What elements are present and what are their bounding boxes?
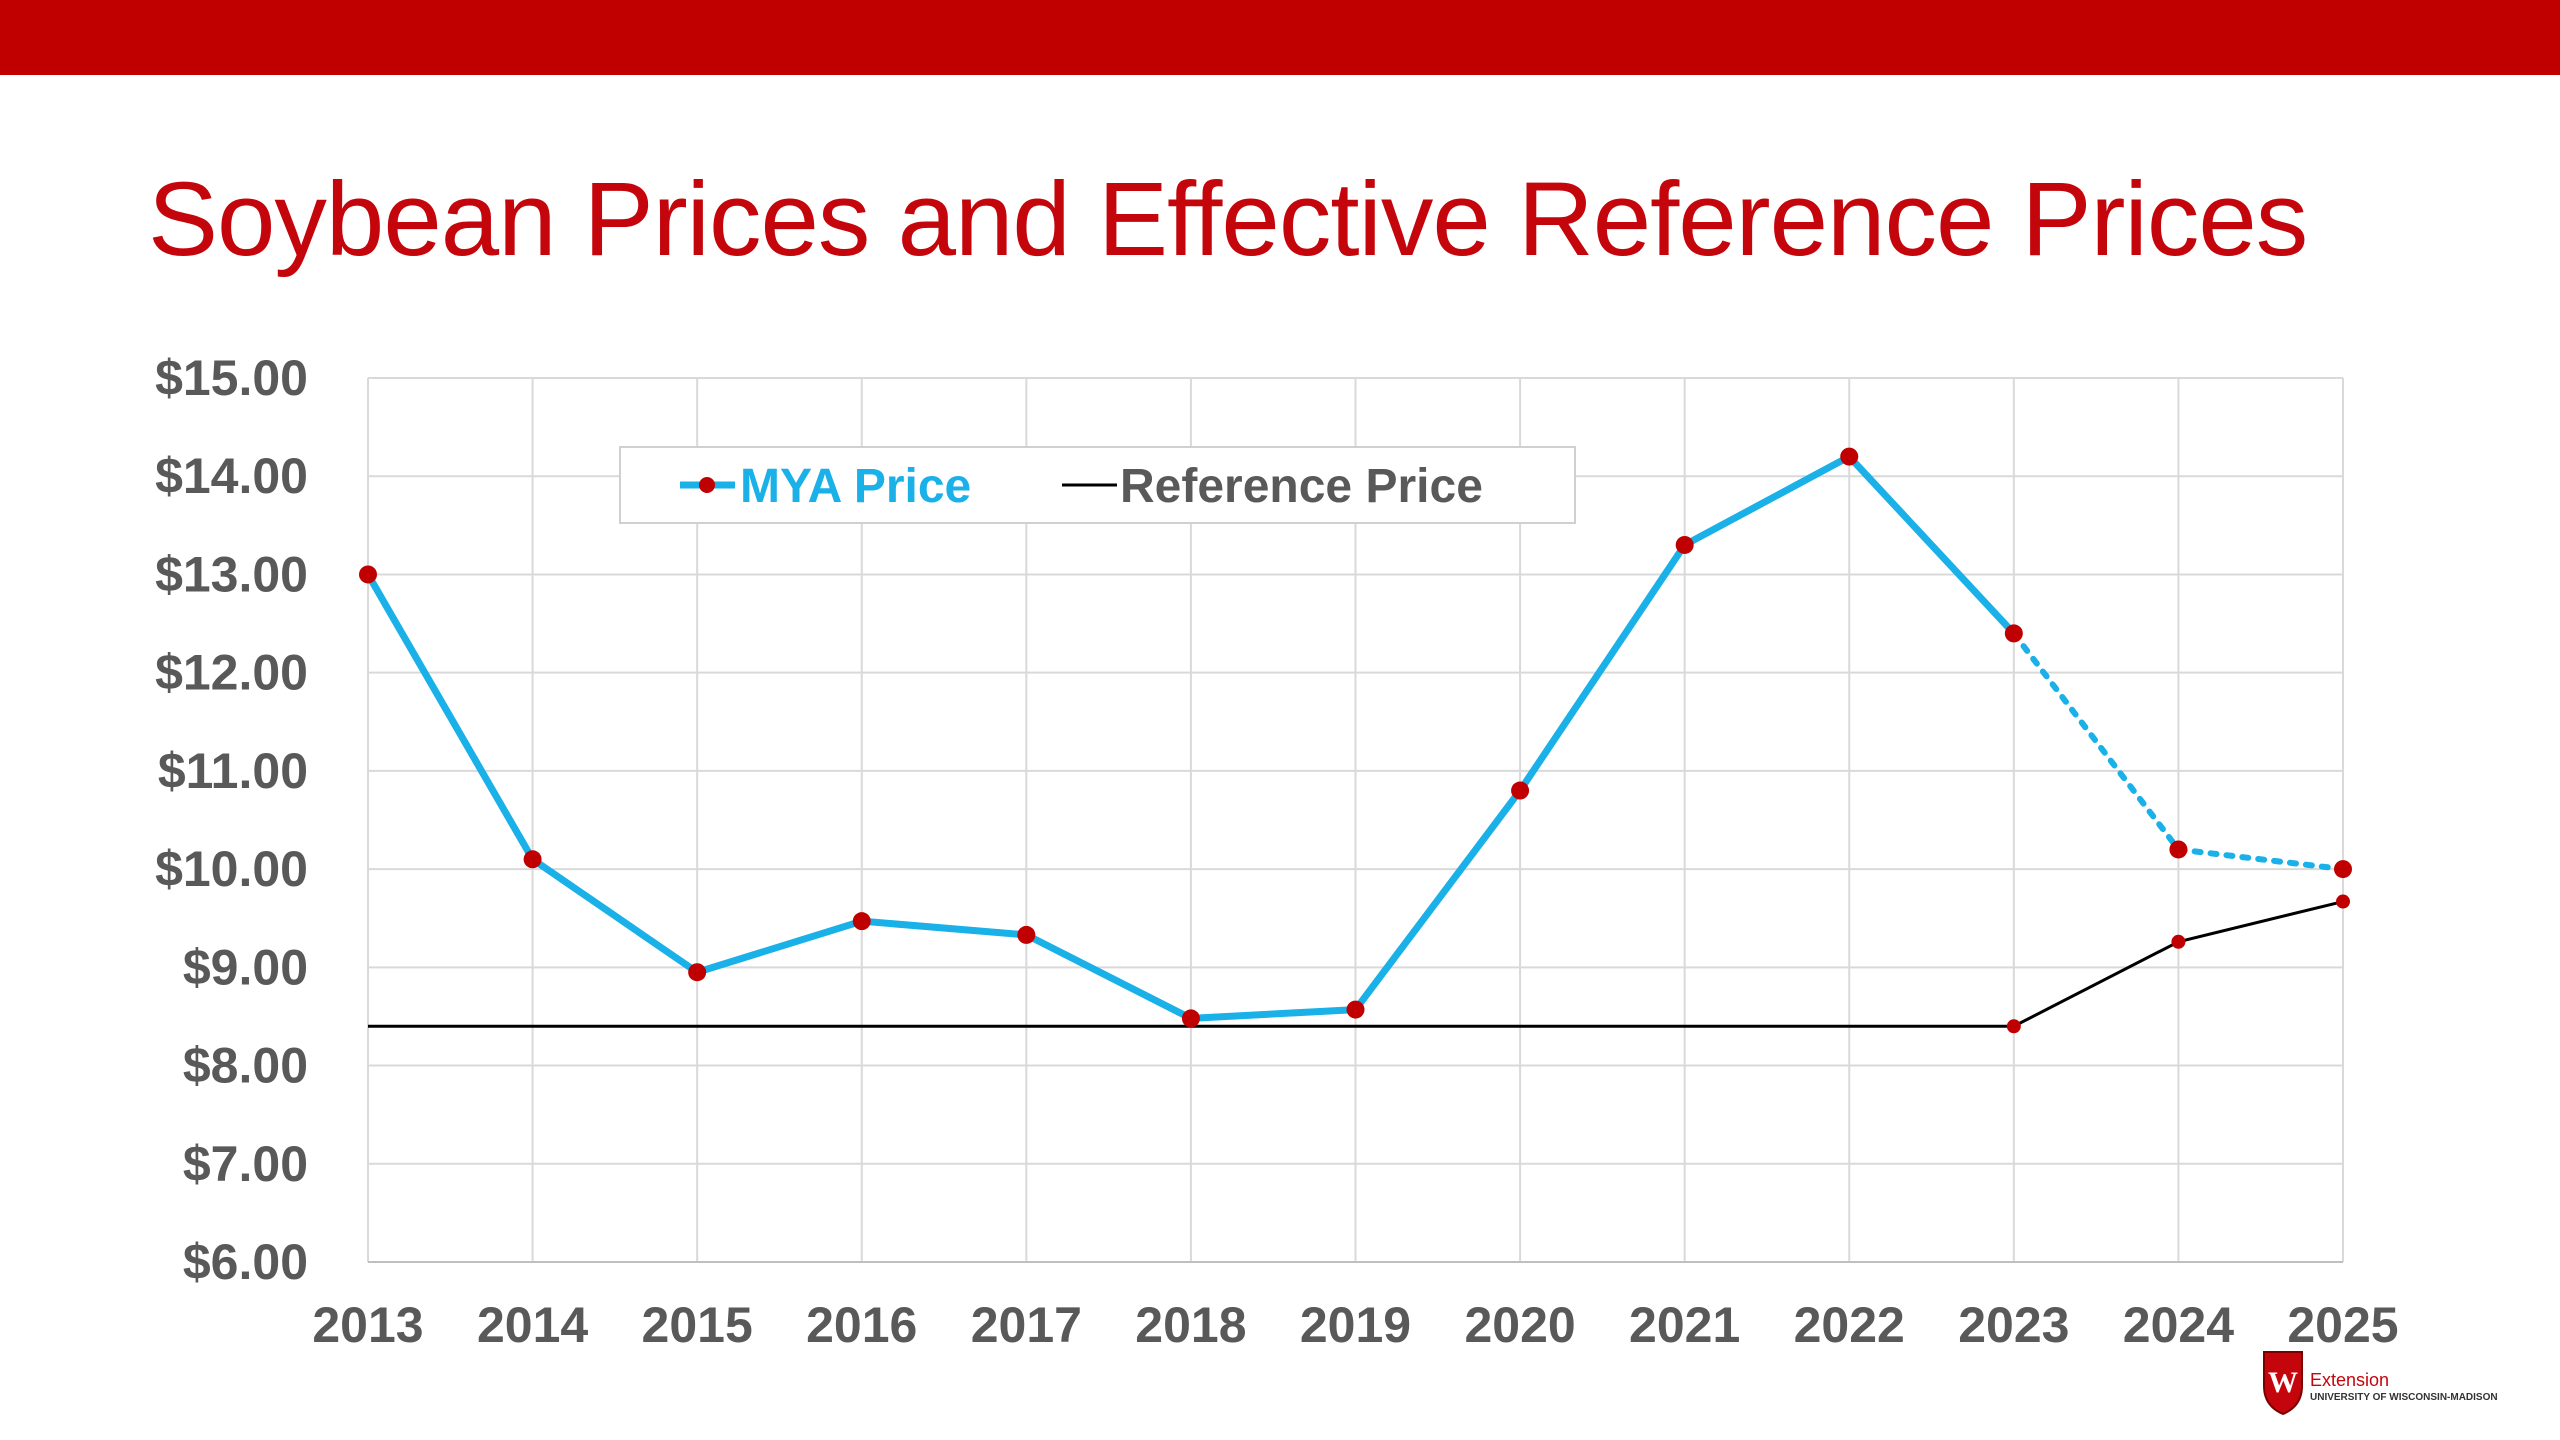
y-tick-label: $15.00 bbox=[155, 350, 308, 406]
data-point-mya-price bbox=[2334, 860, 2352, 879]
x-tick-label: 2017 bbox=[971, 1297, 1082, 1353]
y-tick-label: $8.00 bbox=[183, 1038, 308, 1094]
crest-letter: W bbox=[2268, 1366, 2298, 1399]
x-tick-label: 2014 bbox=[477, 1297, 588, 1353]
data-point-reference-price bbox=[2336, 894, 2350, 909]
y-tick-label: $11.00 bbox=[158, 743, 308, 799]
chart-legend: MYA Price Reference Price bbox=[619, 446, 1576, 524]
data-point-mya-price bbox=[1017, 925, 1036, 944]
x-tick-label: 2025 bbox=[2287, 1297, 2398, 1353]
logo-university-text: UNIVERSITY OF WISCONSIN-MADISON bbox=[2310, 1392, 2498, 1403]
legend-label-mya-price: MYA Price bbox=[740, 460, 971, 513]
x-tick-label: 2022 bbox=[1794, 1297, 1905, 1353]
legend-label-reference-price: Reference Price bbox=[1120, 460, 1483, 513]
y-tick-label: $9.00 bbox=[183, 939, 308, 995]
x-tick-label: 2015 bbox=[642, 1297, 753, 1353]
legend-box bbox=[619, 446, 1576, 524]
data-point-mya-price bbox=[1181, 1009, 1200, 1028]
legend-swatch-mya-marker bbox=[699, 477, 715, 493]
y-tick-label: $7.00 bbox=[183, 1136, 308, 1192]
x-tick-label: 2013 bbox=[312, 1297, 423, 1353]
data-point-mya-price bbox=[688, 963, 707, 982]
data-point-mya-price bbox=[2004, 624, 2023, 643]
data-point-mya-price bbox=[523, 850, 542, 869]
slide-title: Soybean Prices and Effective Reference P… bbox=[148, 161, 2308, 278]
data-point-mya-price bbox=[1346, 1000, 1365, 1019]
data-point-reference-price bbox=[2006, 1019, 2021, 1034]
extension-logo: W Extension UNIVERSITY OF WISCONSIN-MADI… bbox=[2258, 1346, 2518, 1418]
y-tick-label: $13.00 bbox=[155, 546, 308, 602]
data-point-mya-price bbox=[852, 912, 871, 931]
y-tick-label: $12.00 bbox=[155, 645, 308, 701]
uw-crest-icon: W bbox=[2263, 1351, 2303, 1416]
x-tick-label: 2018 bbox=[1135, 1297, 1246, 1353]
x-tick-label: 2019 bbox=[1300, 1297, 1411, 1353]
x-tick-label: 2021 bbox=[1629, 1297, 1740, 1353]
data-point-mya-price bbox=[1840, 447, 1859, 466]
x-tick-label: 2024 bbox=[2123, 1297, 2234, 1353]
data-point-mya-price bbox=[2169, 840, 2188, 859]
y-tick-label: $6.00 bbox=[183, 1234, 308, 1290]
x-tick-label: 2020 bbox=[1464, 1297, 1575, 1353]
data-point-reference-price bbox=[2171, 934, 2186, 949]
x-tick-label: 2023 bbox=[1958, 1297, 2069, 1353]
logo-extension-text: Extension bbox=[2310, 1370, 2390, 1390]
y-tick-label: $14.00 bbox=[155, 448, 308, 504]
data-point-mya-price bbox=[359, 565, 377, 584]
top-accent-band bbox=[0, 0, 2560, 75]
x-tick-label: 2016 bbox=[806, 1297, 917, 1353]
y-tick-label: $10.00 bbox=[155, 841, 308, 897]
data-point-mya-price bbox=[1511, 781, 1530, 800]
data-point-mya-price bbox=[1675, 535, 1694, 554]
